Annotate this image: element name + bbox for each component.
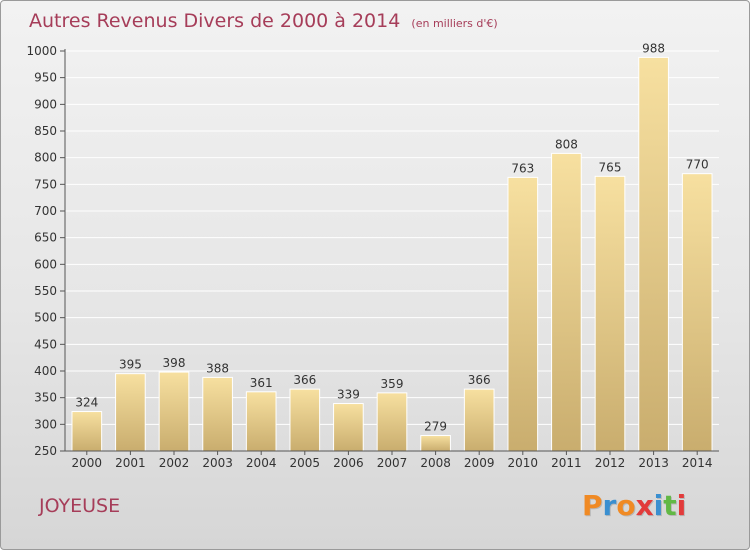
- data-label: 988: [642, 41, 665, 55]
- data-label: 763: [511, 161, 534, 175]
- bar: [115, 373, 146, 452]
- y-tick-label: 400: [34, 364, 57, 378]
- chart-subtitle: (en milliers d'€): [411, 17, 498, 30]
- logo-letter: P: [582, 489, 603, 522]
- x-tick-label: 2007: [377, 456, 408, 470]
- data-label: 359: [381, 377, 404, 391]
- bar: [463, 388, 495, 452]
- x-tick-label: 2010: [508, 456, 539, 470]
- grid-lines: [65, 50, 719, 452]
- bar: [376, 392, 408, 452]
- logo-letter: r: [602, 489, 617, 522]
- data-label: 398: [163, 356, 186, 370]
- x-tick-label: 2006: [333, 456, 364, 470]
- x-tick-label: 2000: [72, 456, 103, 470]
- x-tick-label: 2014: [682, 456, 713, 470]
- data-label: 770: [686, 158, 709, 172]
- x-tick-label: 2005: [290, 456, 321, 470]
- y-tick-label: 1000: [26, 44, 57, 58]
- x-tick-label: 2013: [638, 456, 669, 470]
- y-tick-label: 550: [34, 284, 57, 298]
- commune-name: JOYEUSE: [39, 495, 121, 517]
- data-label: 808: [555, 137, 578, 151]
- x-tick-label: 2001: [115, 456, 146, 470]
- data-label: 279: [424, 420, 447, 434]
- x-tick-label: 2003: [202, 456, 233, 470]
- bar: [681, 173, 713, 452]
- bars: [71, 56, 713, 452]
- x-tick-label: 2004: [246, 456, 277, 470]
- y-tick-label: 250: [34, 444, 57, 458]
- y-tick-label: 800: [34, 151, 57, 165]
- x-tick-label: 2008: [420, 456, 451, 470]
- x-tick-label: 2011: [551, 456, 582, 470]
- bar: [158, 371, 190, 452]
- bar: [289, 388, 321, 452]
- chart-title: Autres Revenus Divers de 2000 à 2014: [29, 10, 401, 32]
- bar: [245, 391, 277, 452]
- data-label: 361: [250, 376, 273, 390]
- labels: 250 300 350 400 450 500 550 600 650 700 750 800 850 9…: [26, 41, 712, 470]
- chart-title-row: Autres Revenus Divers de 2000 à 2014 (en…: [29, 10, 498, 32]
- y-tick-label: 500: [34, 311, 57, 325]
- x-tick-label: 2002: [159, 456, 190, 470]
- bar: [71, 411, 103, 452]
- logo-letter: x: [635, 489, 654, 522]
- bar: [594, 175, 626, 452]
- bar: [551, 152, 582, 452]
- data-label: 395: [119, 358, 142, 372]
- bar: [420, 435, 451, 452]
- x-tick-label: 2009: [464, 456, 495, 470]
- y-tick-label: 850: [34, 124, 57, 138]
- y-tick-label: 700: [34, 204, 57, 218]
- logo-letter: t: [663, 489, 677, 522]
- y-tick-label: 450: [34, 337, 57, 351]
- bar: [638, 56, 669, 452]
- y-tick-label: 300: [34, 417, 57, 431]
- data-label: 765: [599, 160, 622, 174]
- y-tick-label: 950: [34, 71, 57, 85]
- y-tick-label: 350: [34, 391, 57, 405]
- axes: [60, 49, 719, 455]
- y-tick-label: 650: [34, 231, 57, 245]
- y-tick-label: 900: [34, 97, 57, 111]
- x-tick-label: 2012: [595, 456, 626, 470]
- bar: [333, 403, 364, 452]
- data-label: 339: [337, 388, 360, 402]
- proxiti-logo: Proxiti: [582, 489, 686, 522]
- bar: [202, 376, 233, 452]
- data-label: 388: [206, 361, 229, 375]
- logo-letter: i: [676, 489, 687, 522]
- y-tick-label: 600: [34, 257, 57, 271]
- bar: [507, 176, 539, 452]
- logo-letter: o: [616, 489, 636, 522]
- data-label: 324: [75, 396, 98, 410]
- data-label: 366: [293, 373, 316, 387]
- data-label: 366: [468, 373, 491, 387]
- logo-letter: i: [653, 489, 664, 522]
- y-tick-label: 750: [34, 177, 57, 191]
